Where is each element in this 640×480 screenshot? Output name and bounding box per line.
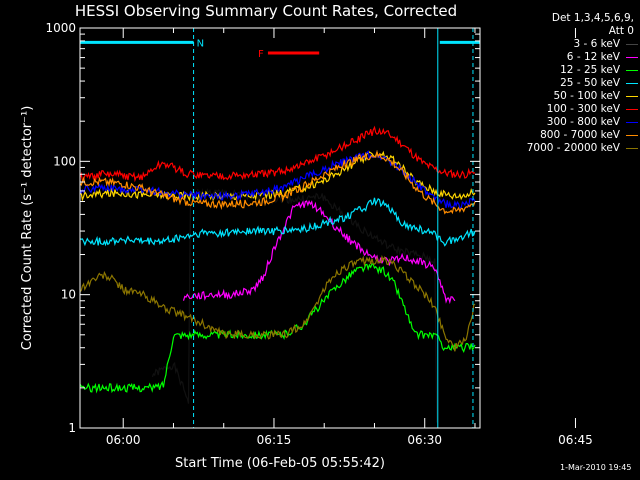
legend-entry: 7000 - 20000 keV: [478, 142, 638, 155]
legend-entry-label: 7000 - 20000 keV: [526, 142, 620, 154]
legend: Det 1,3,4,5,6,9, Att 0 3 - 6 keV 6 - 12 k…: [478, 12, 638, 155]
legend-entry: 300 - 800 keV: [478, 116, 638, 129]
x-axis-label: Start Time (06-Feb-05 05:55:42): [175, 456, 385, 471]
y-tick-label: 10: [61, 288, 76, 302]
legend-entry-label: 25 - 50 keV: [560, 77, 620, 89]
legend-swatch: [626, 70, 638, 71]
legend-entry-label: 3 - 6 keV: [573, 38, 620, 50]
series-layer: [79, 125, 476, 423]
legend-swatch: [626, 148, 638, 149]
x-tick-label: 06:30: [407, 433, 442, 447]
legend-swatch: [626, 135, 638, 136]
y-tick-label: 100: [53, 154, 76, 168]
x-tick-label: 06:00: [106, 433, 141, 447]
legend-entry: 6 - 12 keV: [478, 51, 638, 64]
flags-layer: NF: [80, 38, 480, 60]
y-axis-label: Corrected Count Rate (s⁻¹ detector⁻¹): [20, 106, 35, 351]
flag-label-n: N: [197, 38, 204, 49]
vertical-markers: [193, 28, 474, 428]
chart-title: HESSI Observing Summary Count Rates, Cor…: [75, 2, 457, 20]
legend-entry-label: 6 - 12 keV: [566, 51, 620, 63]
axes-layer: 110100100006:0006:1506:3006:4507:0007:15…: [45, 21, 593, 447]
series-line-8: [79, 149, 476, 215]
series-line-2: [182, 199, 456, 305]
flag-label-f: F: [258, 49, 264, 60]
series-line-3: [79, 263, 476, 394]
legend-entry: 50 - 100 keV: [478, 90, 638, 103]
legend-header-line-2: Att 0: [608, 25, 634, 37]
x-tick-label: 06:15: [257, 433, 292, 447]
y-tick-label: 1: [68, 421, 76, 435]
legend-swatch: [626, 122, 638, 123]
legend-entry-label: 800 - 7000 keV: [540, 129, 620, 141]
legend-swatch: [626, 83, 638, 84]
legend-swatch: [626, 96, 638, 97]
footer-timestamp: 1-Mar-2010 19:45: [560, 463, 632, 472]
y-tick-label: 1000: [45, 21, 76, 35]
legend-entry: 800 - 7000 keV: [478, 129, 638, 142]
legend-entry: 12 - 25 keV: [478, 64, 638, 77]
x-tick-label: 06:45: [558, 433, 593, 447]
legend-swatch: [626, 109, 638, 110]
series-line-6: [79, 125, 476, 183]
legend-entry: 25 - 50 keV: [478, 77, 638, 90]
legend-entry-label: 12 - 25 keV: [560, 64, 620, 76]
plot-frame: [79, 27, 481, 429]
legend-swatch: [626, 57, 638, 58]
legend-swatch: [626, 44, 638, 45]
legend-entry-label: 100 - 300 keV: [546, 103, 620, 115]
legend-entry: 100 - 300 keV: [478, 103, 638, 116]
legend-entry-label: 50 - 100 keV: [553, 90, 620, 102]
series-line-1: [151, 187, 438, 423]
legend-entry: 3 - 6 keV: [478, 38, 638, 51]
legend-header-line-1: Det 1,3,4,5,6,9,: [551, 12, 634, 24]
legend-entry-label: 300 - 800 keV: [546, 116, 620, 128]
legend-entries: 3 - 6 keV 6 - 12 keV 12 - 25 keV 25 - 50 ke…: [478, 38, 638, 155]
series-line-4: [79, 197, 476, 247]
series-line-9: [79, 254, 476, 352]
